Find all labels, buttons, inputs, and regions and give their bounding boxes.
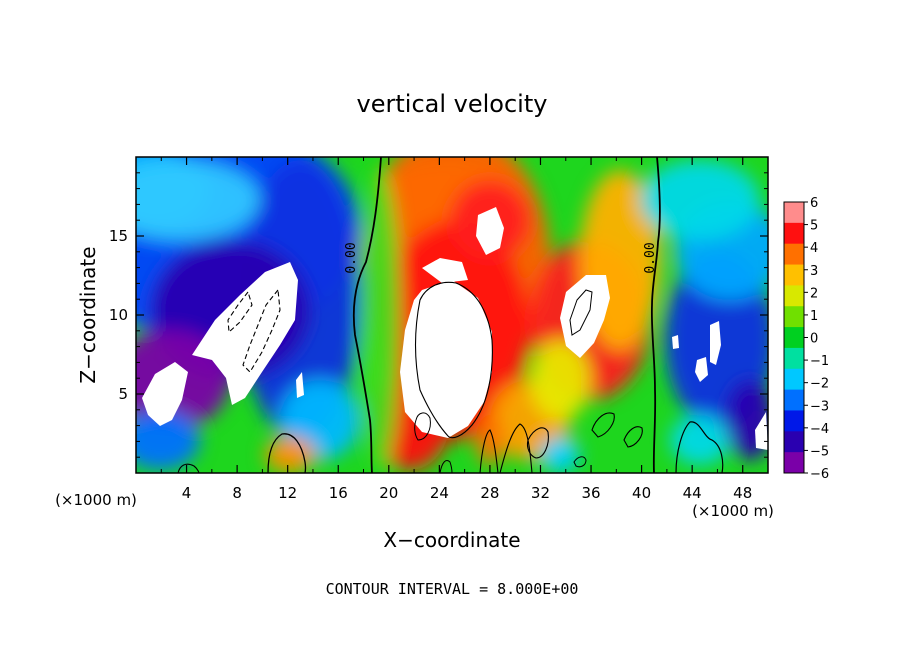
contour-line [414,281,493,439]
saturated-region [400,280,492,438]
colorbar-swatch [784,202,804,224]
saturated-region [142,362,188,426]
x-axis-label: X−coordinate [383,528,520,552]
contour-line [352,157,382,473]
field-blob [136,410,200,470]
x-tick-label: 44 [683,484,702,502]
contour-line [439,459,453,473]
x-unit-right: (×1000 m) [692,502,774,520]
x-tick-label: 36 [581,484,600,502]
x-tick-label: 24 [430,484,449,502]
colorbar-tick-label: −3 [810,399,829,414]
x-axis: 4 8 12 16 20 24 28 32 36 40 44 48 [160,157,752,502]
contour-line [479,429,499,473]
field-blob [670,415,730,465]
x-tick-label: 40 [632,484,651,502]
colorbar-swatch [784,368,804,391]
contour-line [177,463,200,473]
contour-line [650,157,661,473]
contour-line [242,288,281,373]
saturated-region [560,275,610,358]
field-blob [476,415,504,465]
plot-area: 0.00 0.00 [136,157,768,473]
y-tick-label: 15 [109,227,128,245]
contour-lines: 0.00 0.00 [177,157,724,473]
colorbar-tick-label: 4 [810,241,818,256]
field-blob [640,160,760,240]
contour-line [675,421,724,473]
colorbar-swatch [784,327,804,349]
x-unit-left: (×1000 m) [55,491,137,509]
colorbar-tick-label: −2 [810,377,829,392]
saturated-region [672,335,679,349]
field-blob [136,160,260,240]
x-tick-label: 48 [733,484,752,502]
saturated-region [695,357,708,382]
x-tick-label: 32 [531,484,550,502]
colorbar-swatch [784,285,804,307]
colorbar-tick-label: −6 [810,467,829,482]
colorbar-swatch [784,389,804,411]
x-tick-label: 12 [278,484,297,502]
saturated-region [476,207,504,255]
colorbar-tick-label: 6 [810,196,818,211]
saturated-region [422,258,468,283]
x-tick-label: 16 [329,484,348,502]
colorbar-swatch [784,222,804,245]
x-tick-label: 4 [182,484,192,502]
contour-line [591,412,615,438]
colorbar: 6 5 4 3 2 1 0 −1 −2 −3 −4 −5 −6 [783,196,829,482]
y-tick-label: 5 [118,385,128,403]
colorbar-swatch [784,306,804,328]
y-axis-label: Z−coordinate [76,246,100,383]
colorbar-swatch [784,410,804,432]
colorbar-tick-label: 5 [810,219,818,234]
contour-line [227,290,253,334]
contour-interval-note: CONTOUR INTERVAL = 8.000E+00 [326,580,579,598]
contour-line [569,289,593,336]
colorbar-tick-label: −4 [810,422,829,437]
x-tick-label: 20 [379,484,398,502]
y-tick-label: 10 [109,306,128,324]
colorbar-tick-label: 0 [810,332,818,347]
contour-line [526,427,549,459]
colorbar-tick-label: 2 [810,286,818,301]
saturated-region [755,412,768,450]
contour-line [623,426,643,448]
x-tick-label: 8 [232,484,242,502]
colorbar-swatch [784,347,804,370]
field-blob [530,340,590,420]
colorbar-swatch [784,264,804,286]
colorbar-swatch [784,452,804,474]
saturated-region [296,372,304,398]
y-axis: 5 10 15 [109,172,768,458]
contour-label: 0.00 [643,242,658,273]
saturated-region [710,321,721,365]
colorbar-tick-label: 1 [810,309,818,324]
colorbar-tick-label: −1 [810,354,829,369]
contour-line [414,412,431,441]
colorbar-swatch [784,243,804,266]
velocity-field [136,157,768,473]
field-blob [540,437,580,473]
colorbar-tick-label: 3 [810,264,818,279]
chart-title: vertical velocity [357,90,548,118]
colorbar-swatch [784,431,804,453]
x-tick-label: 28 [480,484,499,502]
colorbar-tick-label: −5 [810,444,829,459]
contour-label: 0.00 [344,242,359,273]
field-blob [360,170,400,470]
field-blob [265,437,315,473]
contour-line [573,456,587,468]
contour-line [267,433,307,473]
